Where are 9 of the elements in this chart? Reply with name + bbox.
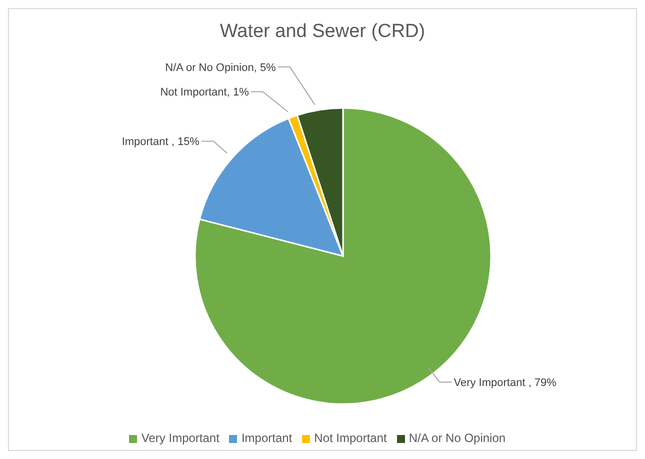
chart-title: Water and Sewer (CRD) (218, 20, 426, 44)
legend-label: Very Important (141, 431, 220, 445)
legend-label: N/A or No Opinion (408, 431, 506, 445)
data-label: Very Important , 79% (454, 377, 557, 390)
data-label: Important , 15% (122, 136, 200, 148)
data-label: N/A or No Opinion, 5% (165, 62, 276, 74)
data-label: Not Important, 1% (160, 86, 250, 99)
legend-label: Not Important (314, 431, 387, 445)
legend-label: Important (241, 431, 292, 445)
